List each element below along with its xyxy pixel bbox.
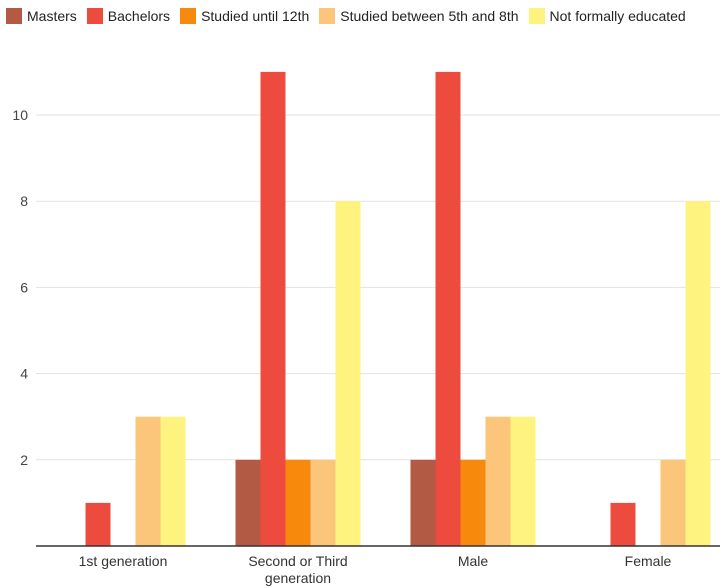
x-tick-label: Second or Third generation bbox=[248, 553, 347, 586]
bar bbox=[335, 201, 361, 546]
legend-item: Studied between 5th and 8th bbox=[319, 8, 519, 24]
bar bbox=[435, 71, 461, 547]
bar bbox=[510, 416, 536, 546]
bar bbox=[235, 459, 261, 546]
bar bbox=[85, 502, 111, 546]
bar bbox=[485, 416, 511, 546]
legend-swatch bbox=[180, 8, 197, 24]
bar bbox=[460, 459, 486, 546]
y-tick-label: 4 bbox=[20, 366, 28, 382]
y-tick-label: 8 bbox=[20, 193, 28, 209]
legend-swatch bbox=[86, 8, 103, 24]
legend-item: Masters bbox=[6, 8, 77, 24]
legend-label: Masters bbox=[27, 8, 77, 24]
legend-swatch bbox=[319, 8, 336, 24]
legend-item: Bachelors bbox=[86, 8, 171, 24]
bar bbox=[610, 502, 636, 546]
legend-label: Studied between 5th and 8th bbox=[340, 8, 519, 24]
legend-item: Studied until 12th bbox=[180, 8, 309, 24]
bar bbox=[260, 71, 286, 547]
legend-swatch bbox=[6, 8, 22, 24]
y-tick-label: 10 bbox=[12, 107, 28, 123]
x-tick-label: Male bbox=[458, 553, 489, 569]
bar bbox=[135, 416, 161, 546]
legend-label: Not formally educated bbox=[549, 8, 686, 24]
legend-label: Bachelors bbox=[107, 8, 171, 24]
bar bbox=[685, 201, 711, 546]
chart-legend: Masters Bachelors Studied until 12th Studie… bbox=[6, 6, 696, 26]
legend-label: Studied until 12th bbox=[201, 8, 310, 24]
x-tick-label: 1st generation bbox=[79, 553, 168, 569]
y-tick-label: 2 bbox=[20, 452, 28, 468]
bar bbox=[310, 459, 336, 546]
bar bbox=[660, 459, 686, 546]
y-tick-label: 6 bbox=[20, 279, 28, 295]
bar bbox=[410, 459, 436, 546]
bar bbox=[285, 459, 311, 546]
legend-item: Not formally educated bbox=[528, 8, 686, 24]
legend-swatch bbox=[528, 8, 545, 24]
bar bbox=[160, 416, 186, 546]
x-tick-label: Female bbox=[625, 553, 672, 569]
